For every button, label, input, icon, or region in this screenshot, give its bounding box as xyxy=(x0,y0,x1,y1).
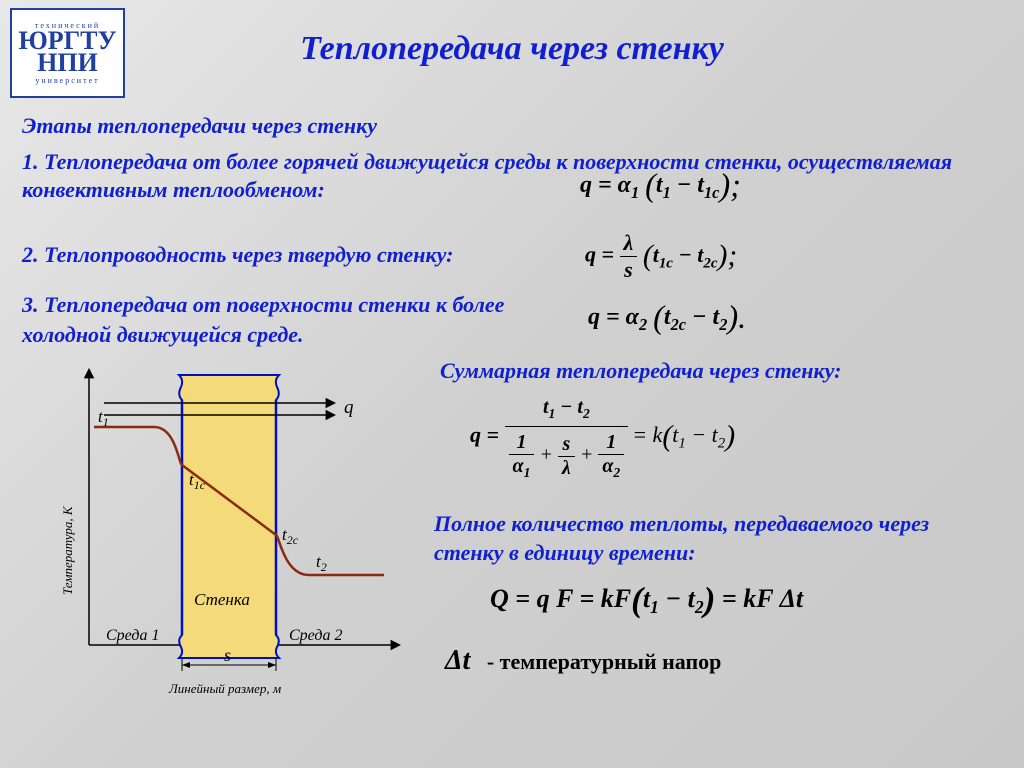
equation-1: q = α1 (t1 − t1c); xyxy=(580,168,741,205)
step-2: 2. Теплопроводность через твердую стенку… xyxy=(22,242,453,268)
svg-text:Линейный размер, м: Линейный размер, м xyxy=(168,681,281,696)
svg-text:t1: t1 xyxy=(98,407,109,429)
svg-text:t2: t2 xyxy=(316,552,327,574)
equation-4: q = t1 − t2 1α1 + sλ + 1α2 = k(t1 − t2) xyxy=(470,396,735,481)
wall-diagram: t1 t1c t2c t2 q Стенка Среда 1 Среда 2 s… xyxy=(34,365,414,710)
equation-2: q = λs (t1c − t2c); xyxy=(585,230,737,283)
svg-text:Среда 1: Среда 1 xyxy=(106,627,159,644)
svg-text:Стенка: Стенка xyxy=(194,590,250,609)
logo-bot: университет xyxy=(35,76,99,85)
svg-text:s: s xyxy=(224,645,231,665)
page-title: Теплопередача через стенку xyxy=(0,30,1024,68)
step-3: 3. Теплопередача от поверхности стенки к… xyxy=(22,290,542,349)
equation-5: Q = q F = kF(t1 − t2) = kF Δt xyxy=(490,580,803,620)
step-1: 1. Теплопередача от более горячей движущ… xyxy=(22,148,992,203)
svg-text:t2c: t2c xyxy=(282,525,299,547)
delta-t-line: Δt - температурный напор xyxy=(445,645,721,677)
svg-text:Температура, К: Температура, К xyxy=(60,505,75,595)
subheading: Этапы теплопередачи через стенку xyxy=(22,113,377,139)
sum-heading: Суммарная теплопередача через стенку: xyxy=(440,358,841,384)
svg-text:q: q xyxy=(344,397,354,418)
equation-3: q = α2 (t2c − t2). xyxy=(588,300,746,337)
svg-text:Среда 2: Среда 2 xyxy=(289,627,342,644)
qty-heading: Полное количество теплоты, передаваемого… xyxy=(434,510,1004,567)
